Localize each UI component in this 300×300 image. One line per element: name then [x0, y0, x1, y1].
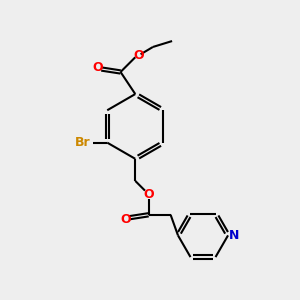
Text: O: O — [120, 213, 131, 226]
Text: N: N — [229, 229, 239, 242]
Text: O: O — [143, 188, 154, 201]
Text: Br: Br — [74, 136, 90, 149]
Text: O: O — [92, 61, 103, 74]
Text: O: O — [134, 49, 144, 62]
